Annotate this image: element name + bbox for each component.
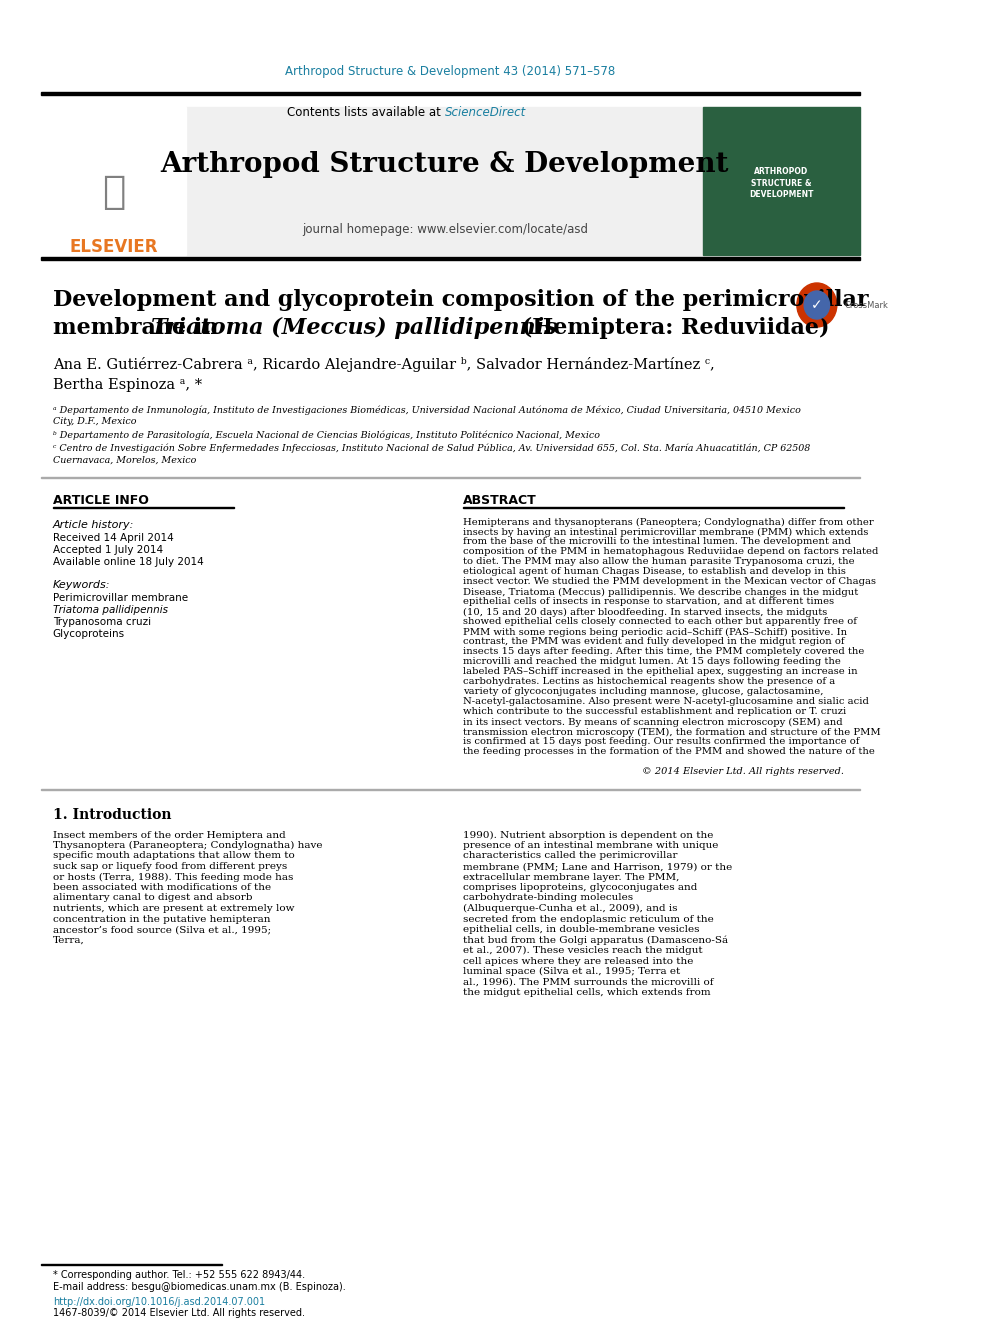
Text: Glycoproteins: Glycoproteins bbox=[53, 628, 125, 639]
Circle shape bbox=[805, 291, 829, 319]
Text: been associated with modifications of the: been associated with modifications of th… bbox=[53, 882, 271, 892]
Text: ᵃ Departamento de Inmunología, Instituto de Investigaciones Biomédicas, Universi: ᵃ Departamento de Inmunología, Instituto… bbox=[53, 405, 801, 414]
Text: 1467-8039/© 2014 Elsevier Ltd. All rights reserved.: 1467-8039/© 2014 Elsevier Ltd. All right… bbox=[53, 1308, 305, 1318]
Text: characteristics called the perimicrovillar: characteristics called the perimicrovill… bbox=[463, 852, 678, 860]
Text: labeled PAS–Schiff increased in the epithelial apex, suggesting an increase in: labeled PAS–Schiff increased in the epit… bbox=[463, 668, 857, 676]
Text: Ana E. Gutiérrez-Cabrera ᵃ, Ricardo Alejandre-Aguilar ᵇ, Salvador Hernández-Mart: Ana E. Gutiérrez-Cabrera ᵃ, Ricardo Alej… bbox=[53, 357, 714, 373]
Text: insect vector. We studied the PMM development in the Mexican vector of Chagas: insect vector. We studied the PMM develo… bbox=[463, 578, 876, 586]
Text: Cuernavaca, Morelos, Mexico: Cuernavaca, Morelos, Mexico bbox=[53, 455, 196, 464]
Text: ᵇ Departamento de Parasitología, Escuela Nacional de Ciencias Biológicas, Instit: ᵇ Departamento de Parasitología, Escuela… bbox=[53, 430, 599, 439]
Text: E-mail address: besgu@biomedicas.unam.mx (B. Espinoza).: E-mail address: besgu@biomedicas.unam.mx… bbox=[53, 1282, 345, 1293]
Text: Terra,: Terra, bbox=[53, 935, 84, 945]
Text: that bud from the Golgi apparatus (Damasceno-Sá: that bud from the Golgi apparatus (Damas… bbox=[463, 935, 728, 945]
Text: membrane (PMM; Lane and Harrison, 1979) or the: membrane (PMM; Lane and Harrison, 1979) … bbox=[463, 863, 732, 871]
Text: contrast, the PMM was evident and fully developed in the midgut region of: contrast, the PMM was evident and fully … bbox=[463, 638, 844, 647]
Text: Arthropod Structure & Development: Arthropod Structure & Development bbox=[161, 152, 729, 179]
Text: * Corresponding author. Tel.: +52 555 622 8943/44.: * Corresponding author. Tel.: +52 555 62… bbox=[53, 1270, 305, 1279]
Text: cell apices where they are released into the: cell apices where they are released into… bbox=[463, 957, 693, 966]
Text: © 2014 Elsevier Ltd. All rights reserved.: © 2014 Elsevier Ltd. All rights reserved… bbox=[642, 767, 844, 777]
Bar bbox=[186, 107, 703, 255]
Text: Thysanoptera (Paraneoptera; Condylognatha) have: Thysanoptera (Paraneoptera; Condylognath… bbox=[53, 841, 322, 851]
Text: Trypanosoma cruzi: Trypanosoma cruzi bbox=[53, 617, 151, 627]
Text: ARTHROPOD
STRUCTURE &
DEVELOPMENT: ARTHROPOD STRUCTURE & DEVELOPMENT bbox=[749, 167, 813, 200]
Text: ✓: ✓ bbox=[811, 298, 822, 312]
Text: Bertha Espinoza ᵃ, *: Bertha Espinoza ᵃ, * bbox=[53, 378, 201, 392]
Text: luminal space (Silva et al., 1995; Terra et: luminal space (Silva et al., 1995; Terra… bbox=[463, 967, 681, 976]
Text: or hosts (Terra, 1988). This feeding mode has: or hosts (Terra, 1988). This feeding mod… bbox=[53, 872, 293, 881]
Bar bbox=[703, 107, 859, 255]
Text: secreted from the endoplasmic reticulum of the: secreted from the endoplasmic reticulum … bbox=[463, 914, 713, 923]
Text: ARTICLE INFO: ARTICLE INFO bbox=[53, 493, 149, 507]
Text: concentration in the putative hemipteran: concentration in the putative hemipteran bbox=[53, 914, 270, 923]
Text: presence of an intestinal membrane with unique: presence of an intestinal membrane with … bbox=[463, 841, 718, 849]
Text: PMM with some regions being periodic acid–Schiff (PAS–Schiff) positive. In: PMM with some regions being periodic aci… bbox=[463, 627, 847, 636]
Text: Contents lists available at: Contents lists available at bbox=[287, 106, 444, 119]
Text: Arthropod Structure & Development 43 (2014) 571–578: Arthropod Structure & Development 43 (20… bbox=[285, 66, 615, 78]
Text: etiological agent of human Chagas Disease, to establish and develop in this: etiological agent of human Chagas Diseas… bbox=[463, 568, 846, 577]
Text: 1. Introduction: 1. Introduction bbox=[53, 808, 172, 822]
Text: Hemipterans and thysanopterans (Paneoptera; Condylognatha) differ from other: Hemipterans and thysanopterans (Paneopte… bbox=[463, 517, 874, 527]
Text: Triatoma pallidipennis: Triatoma pallidipennis bbox=[53, 605, 168, 615]
Text: comprises lipoproteins, glycoconjugates and: comprises lipoproteins, glycoconjugates … bbox=[463, 882, 697, 892]
Text: Development and glycoprotein composition of the perimicrovillar: Development and glycoprotein composition… bbox=[53, 288, 868, 311]
Text: et al., 2007). These vesicles reach the midgut: et al., 2007). These vesicles reach the … bbox=[463, 946, 702, 955]
Text: City, D.F., Mexico: City, D.F., Mexico bbox=[53, 418, 136, 426]
Text: variety of glycoconjugates including mannose, glucose, galactosamine,: variety of glycoconjugates including man… bbox=[463, 688, 823, 696]
Text: N-acetyl-galactosamine. Also present were N-acetyl-glucosamine and sialic acid: N-acetyl-galactosamine. Also present wer… bbox=[463, 697, 869, 706]
Text: ScienceDirect: ScienceDirect bbox=[444, 106, 526, 119]
Text: to diet. The PMM may also allow the human parasite Trypanosoma cruzi, the: to diet. The PMM may also allow the huma… bbox=[463, 557, 854, 566]
Circle shape bbox=[797, 283, 837, 327]
Text: CrossMark: CrossMark bbox=[844, 300, 888, 310]
Text: alimentary canal to digest and absorb: alimentary canal to digest and absorb bbox=[53, 893, 252, 902]
Text: 🌳: 🌳 bbox=[102, 173, 125, 210]
Text: ᶜ Centro de Investigación Sobre Enfermedades Infecciosas, Instituto Nacional de : ᶜ Centro de Investigación Sobre Enfermed… bbox=[53, 443, 809, 452]
Text: showed epithelial cells closely connected to each other but apparently free of: showed epithelial cells closely connecte… bbox=[463, 618, 857, 627]
Text: which contribute to the successful establishment and replication or T. cruzi: which contribute to the successful estab… bbox=[463, 708, 846, 717]
Text: Keywords:: Keywords: bbox=[53, 579, 110, 590]
Text: carbohydrate-binding molecules: carbohydrate-binding molecules bbox=[463, 893, 633, 902]
Text: carbohydrates. Lectins as histochemical reagents show the presence of a: carbohydrates. Lectins as histochemical … bbox=[463, 677, 835, 687]
Text: http://dx.doi.org/10.1016/j.asd.2014.07.001: http://dx.doi.org/10.1016/j.asd.2014.07.… bbox=[53, 1297, 265, 1307]
Bar bbox=[41, 93, 859, 95]
Text: Triatoma (Meccus) pallidipennis: Triatoma (Meccus) pallidipennis bbox=[151, 318, 557, 339]
Text: membrane in: membrane in bbox=[53, 318, 226, 339]
Bar bbox=[41, 257, 859, 261]
Text: from the base of the microvilli to the intestinal lumen. The development and: from the base of the microvilli to the i… bbox=[463, 537, 851, 546]
Text: nutrients, which are present at extremely low: nutrients, which are present at extremel… bbox=[53, 904, 295, 913]
Text: Disease, Triatoma (Meccus) pallidipennis. We describe changes in the midgut: Disease, Triatoma (Meccus) pallidipennis… bbox=[463, 587, 858, 597]
Text: epithelial cells, in double-membrane vesicles: epithelial cells, in double-membrane ves… bbox=[463, 925, 699, 934]
Text: transmission electron microscopy (TEM), the formation and structure of the PMM: transmission electron microscopy (TEM), … bbox=[463, 728, 881, 737]
Text: Insect members of the order Hemiptera and: Insect members of the order Hemiptera an… bbox=[53, 831, 286, 840]
Text: is confirmed at 15 days post feeding. Our results confirmed the importance of: is confirmed at 15 days post feeding. Ou… bbox=[463, 737, 859, 746]
Text: Article history:: Article history: bbox=[53, 520, 134, 531]
Text: composition of the PMM in hematophagous Reduviidae depend on factors related: composition of the PMM in hematophagous … bbox=[463, 548, 878, 557]
Text: ABSTRACT: ABSTRACT bbox=[463, 493, 537, 507]
Text: al., 1996). The PMM surrounds the microvilli of: al., 1996). The PMM surrounds the microv… bbox=[463, 978, 713, 987]
Text: suck sap or liquefy food from different preys: suck sap or liquefy food from different … bbox=[53, 863, 287, 871]
Text: Received 14 April 2014: Received 14 April 2014 bbox=[53, 533, 174, 542]
Text: (10, 15 and 20 days) after bloodfeeding. In starved insects, the midguts: (10, 15 and 20 days) after bloodfeeding.… bbox=[463, 607, 827, 617]
Text: the feeding processes in the formation of the PMM and showed the nature of the: the feeding processes in the formation o… bbox=[463, 747, 875, 757]
Text: epithelial cells of insects in response to starvation, and at different times: epithelial cells of insects in response … bbox=[463, 598, 834, 606]
Text: insects by having an intestinal perimicrovillar membrane (PMM) which extends: insects by having an intestinal perimicr… bbox=[463, 528, 868, 537]
Text: insects 15 days after feeding. After this time, the PMM completely covered the: insects 15 days after feeding. After thi… bbox=[463, 647, 864, 656]
Text: Perimicrovillar membrane: Perimicrovillar membrane bbox=[53, 593, 187, 603]
Text: in its insect vectors. By means of scanning electron microscopy (SEM) and: in its insect vectors. By means of scann… bbox=[463, 717, 842, 726]
Text: 1990). Nutrient absorption is dependent on the: 1990). Nutrient absorption is dependent … bbox=[463, 831, 713, 840]
Text: (Albuquerque-Cunha et al., 2009), and is: (Albuquerque-Cunha et al., 2009), and is bbox=[463, 904, 678, 913]
Text: extracellular membrane layer. The PMM,: extracellular membrane layer. The PMM, bbox=[463, 872, 680, 881]
Text: the midgut epithelial cells, which extends from: the midgut epithelial cells, which exten… bbox=[463, 988, 710, 998]
Text: ancestor’s food source (Silva et al., 1995;: ancestor’s food source (Silva et al., 19… bbox=[53, 925, 271, 934]
Text: specific mouth adaptations that allow them to: specific mouth adaptations that allow th… bbox=[53, 852, 295, 860]
Text: microvilli and reached the midgut lumen. At 15 days following feeding the: microvilli and reached the midgut lumen.… bbox=[463, 658, 841, 667]
Text: Accepted 1 July 2014: Accepted 1 July 2014 bbox=[53, 545, 163, 556]
Text: journal homepage: www.elsevier.com/locate/asd: journal homepage: www.elsevier.com/locat… bbox=[302, 224, 587, 237]
Text: ELSEVIER: ELSEVIER bbox=[69, 238, 158, 255]
Text: Available online 18 July 2014: Available online 18 July 2014 bbox=[53, 557, 203, 568]
Text: (Hemiptera: Reduviidae): (Hemiptera: Reduviidae) bbox=[514, 318, 829, 339]
Bar bbox=[41, 107, 186, 255]
